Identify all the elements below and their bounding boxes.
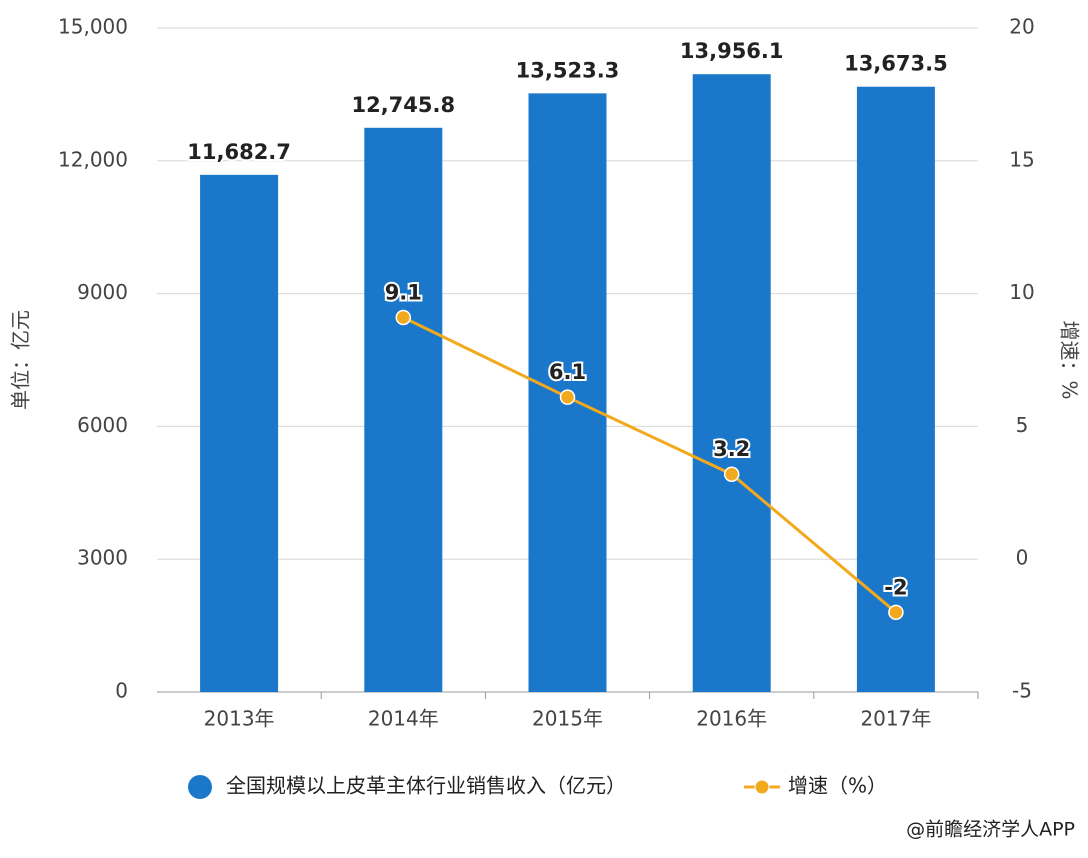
line-value-label: -2 (884, 575, 907, 599)
bar-value-label: 11,682.7 (187, 140, 291, 164)
legend-label: 全国规模以上皮革主体行业销售收入（亿元） (226, 774, 626, 798)
line-point (559, 389, 576, 405)
y-tick-label: 9000 (77, 280, 128, 304)
x-tick-label: 2017年 (860, 707, 931, 731)
y2-axis-label: 增速：% (1058, 320, 1082, 399)
x-tick-label: 2013年 (204, 707, 275, 731)
y-tick-label: 12,000 (58, 147, 128, 171)
y-tick-label: 0 (115, 679, 128, 703)
y-tick-label: 3000 (77, 546, 128, 570)
source: @前瞻经济学人APP (906, 819, 1075, 841)
x-tick-label: 2016年 (696, 707, 767, 731)
line-point (395, 309, 412, 326)
line-value-label: 9.1 (385, 281, 422, 305)
y2-tick-label: -5 (1012, 679, 1032, 703)
line-point (723, 466, 740, 482)
line-value-label: 6.1 (549, 360, 586, 384)
y2-tick-label: 20 (1009, 15, 1034, 39)
y2-tick-label: 10 (1009, 280, 1034, 304)
bar-value-label: 13,956.1 (680, 39, 784, 63)
y-tick-label: 15,000 (58, 15, 128, 39)
legend-swatch (188, 775, 212, 799)
legend-swatch (754, 779, 770, 795)
y2-tick-label: 15 (1009, 147, 1034, 171)
bar-value-label: 13,673.5 (844, 52, 948, 76)
bar-value-label: 12,745.8 (351, 93, 455, 117)
bar (200, 174, 279, 692)
bar (856, 86, 935, 693)
y2-tick-label: 5 (1016, 413, 1029, 437)
line-value-label: 3.2 (713, 437, 750, 461)
bar (692, 74, 771, 693)
x-tick-label: 2015年 (532, 707, 603, 731)
y2-tick-label: 0 (1016, 546, 1029, 570)
bar-value-label: 13,523.3 (516, 58, 620, 82)
line-point (888, 604, 904, 621)
line (402, 316, 897, 614)
bar (364, 127, 443, 693)
legend-label: 增速（%） (788, 774, 887, 798)
y-tick-label: 6000 (77, 413, 128, 437)
y-axis-label: 单位：亿元 (9, 310, 33, 410)
x-tick-label: 2014年 (368, 707, 439, 731)
